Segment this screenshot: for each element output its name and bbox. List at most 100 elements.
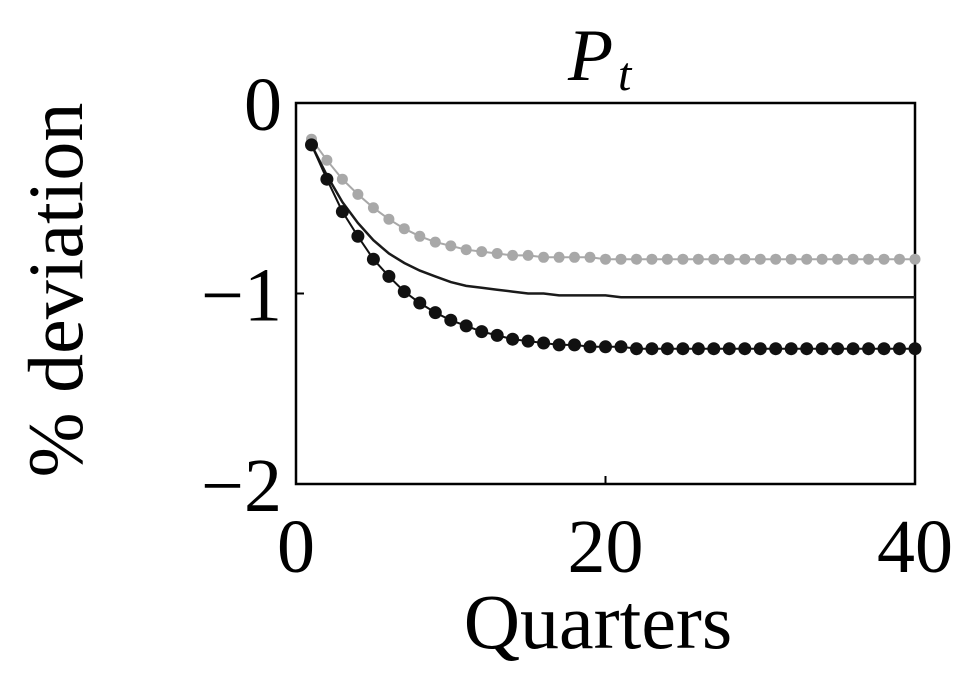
data-point [305,138,318,152]
data-point [801,253,813,265]
data-point [769,342,783,356]
data-point [383,213,395,225]
data-point [490,328,504,342]
data-point [692,253,704,265]
y-tick-label: 0 [244,63,282,147]
series-light-dotted [306,133,921,265]
data-point [583,340,597,354]
data-point [382,269,396,283]
x-tick-label: 0 [277,505,315,589]
y-tick-label: −2 [201,444,282,528]
data-point [847,253,859,265]
data-point [754,253,766,265]
data-point [600,253,611,265]
data-point [723,253,735,265]
data-point [522,249,534,261]
data-point [646,253,658,265]
data-point [877,342,891,356]
data-point [677,253,689,265]
data-point [569,251,580,263]
data-point [893,342,906,356]
data-point [785,253,797,265]
data-point [445,240,457,252]
data-point [738,342,752,356]
data-point [397,285,411,299]
data-point [739,253,751,265]
data-point [645,342,659,356]
data-point [476,246,488,258]
x-tick-label: 40 [877,505,953,589]
data-point [676,342,690,356]
data-point [599,340,612,354]
data-point [863,253,875,265]
data-point [367,202,379,214]
data-point [507,249,519,261]
data-point [320,172,334,186]
data-point [722,342,736,356]
data-point [568,338,581,352]
data-point [506,332,520,346]
data-point [553,251,565,263]
y-axis-label: % deviation [12,103,99,478]
data-point [351,229,365,243]
data-point [784,342,798,356]
data-point [537,336,551,350]
data-point [366,252,380,266]
data-point [661,253,673,265]
data-point [831,342,845,356]
data-point [336,173,348,185]
series-line [310,138,915,261]
series-dark-dotted [305,138,922,356]
axis-ticks: 0 20 40 0 −1 −2 [201,63,953,589]
data-point [413,296,427,310]
data-point [631,253,642,265]
data-point [862,342,876,356]
data-point [708,253,720,265]
data-point [707,342,721,356]
data-point [815,342,829,356]
data-point [908,342,922,356]
data-point [429,236,441,248]
chart-title-subscript: t [618,48,633,101]
data-point [475,325,489,339]
chart-title-main: P [567,15,613,97]
data-point [414,230,426,242]
data-point [909,253,921,265]
series-solid [310,144,915,299]
data-point [816,253,828,265]
data-point [691,342,705,356]
data-point [846,342,860,356]
x-axis-label: Quarters [464,578,733,665]
data-point [352,188,364,200]
data-point [459,319,473,333]
data-point [521,334,535,348]
data-point [630,342,643,356]
data-point [335,205,349,219]
series-line [310,144,915,299]
data-point [753,342,767,356]
x-tick-label: 20 [568,505,644,589]
series-layer [305,133,922,356]
data-point [460,244,472,256]
data-point [832,253,844,265]
data-point [878,253,890,265]
data-point [552,338,566,352]
data-point [770,253,782,265]
data-point [660,342,674,356]
chart-title: P t [567,15,633,101]
data-point [800,342,814,356]
plot-area-frame [294,101,917,486]
data-point [428,306,442,320]
data-point [444,313,458,327]
data-point [614,340,628,354]
data-point [584,251,596,263]
data-point [321,154,333,166]
data-point [615,253,627,265]
data-point [538,251,550,263]
data-point [398,223,410,235]
series-line [310,144,915,350]
data-point [894,253,905,265]
data-point [491,248,503,259]
y-tick-label: −1 [201,254,282,338]
